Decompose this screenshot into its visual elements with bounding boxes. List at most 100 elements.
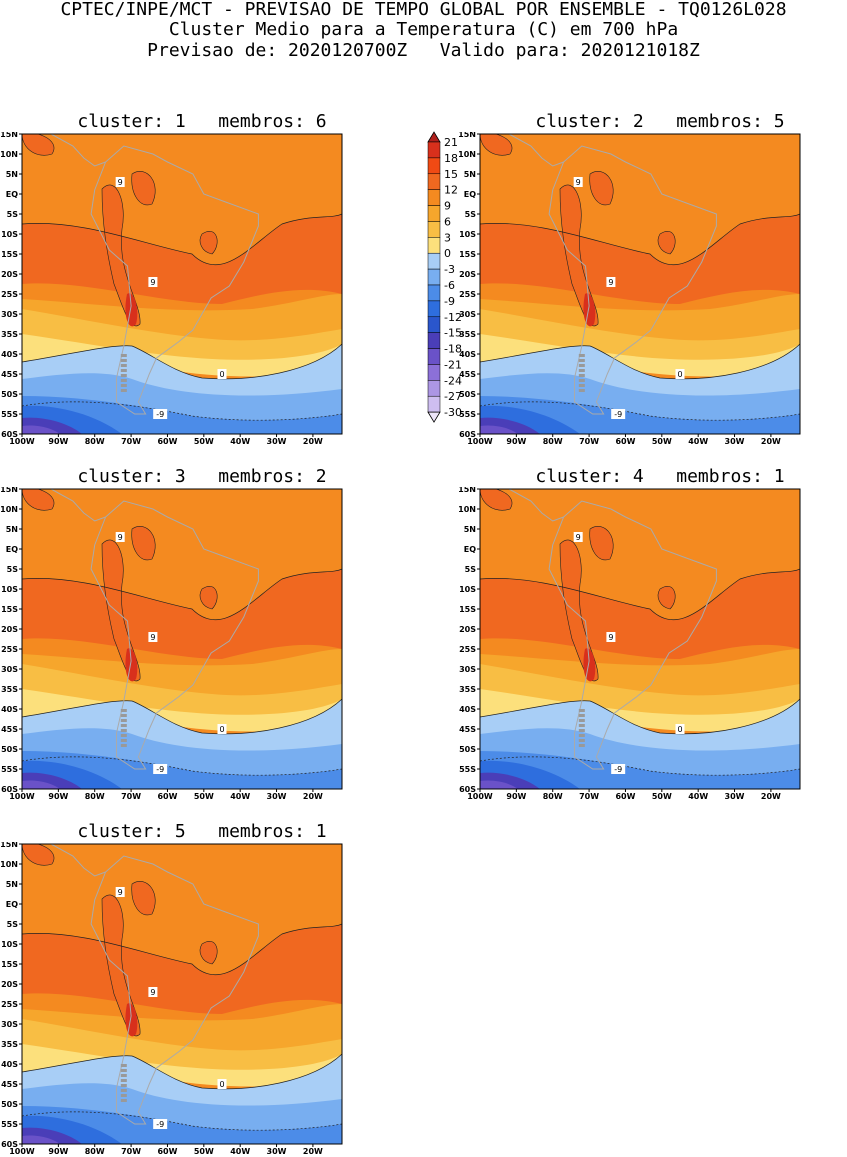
lon-tick-label: 80W: [85, 792, 105, 799]
colorbar-segment: [427, 395, 441, 413]
colorbar-segment: [427, 348, 441, 365]
lat-tick-label: 30S: [1, 665, 18, 674]
temperature-map: 9 9 0 -9 15N 10N 5N EQ 5S 10S 15S 20S 25S 30S 35S 40S 45…: [458, 132, 801, 444]
colorbar-label: -12: [444, 311, 462, 324]
lon-tick-label: 70W: [579, 437, 599, 444]
contour-label: 9: [148, 277, 158, 287]
svg-text:-9: -9: [156, 1120, 164, 1129]
lon-tick-label: 40W: [688, 437, 708, 444]
temperature-map: 9 9 0 -9 15N 10N 5N EQ 5S 10S 15S 20S 25S 30S 35S 40S 45…: [0, 487, 343, 799]
lat-tick-label: 15N: [458, 487, 476, 494]
colorbar-segment: [427, 221, 441, 238]
lat-tick-label: 45S: [1, 370, 18, 379]
lat-tick-label: 10S: [1, 940, 18, 949]
colorbar-label: -6: [444, 279, 455, 292]
lon-tick-label: 90W: [506, 792, 526, 799]
contour-label: 0: [217, 369, 227, 379]
colorbar-label: 6: [444, 215, 451, 228]
svg-text:9: 9: [576, 178, 581, 187]
lat-tick-label: 10S: [1, 230, 18, 239]
contour-label: 0: [217, 1079, 227, 1089]
lat-tick-label: 35S: [1, 330, 18, 339]
lat-tick-label: 50S: [1, 390, 18, 399]
lon-tick-label: 40W: [230, 1147, 250, 1154]
lon-tick-label: 70W: [579, 792, 599, 799]
header-subtitle: Cluster Medio para a Temperatura (C) em …: [168, 19, 679, 40]
panel-title: cluster: 2 membros: 5: [535, 111, 785, 132]
colorbar-label: -27: [444, 390, 462, 403]
colorbar-segment: [427, 157, 441, 175]
panel-title: cluster: 5 membros: 1: [77, 821, 327, 842]
lat-tick-label: 30S: [1, 1020, 18, 1029]
lat-tick-label: 15S: [1, 960, 18, 969]
svg-text:9: 9: [118, 178, 123, 187]
lat-tick-label: 20S: [459, 625, 476, 634]
lat-tick-label: 5S: [7, 565, 19, 574]
lat-tick-label: 10S: [1, 585, 18, 594]
svg-text:9: 9: [576, 533, 581, 542]
lon-tick-label: 100W: [9, 792, 35, 799]
lon-tick-label: 30W: [267, 437, 287, 444]
lat-tick-label: 45S: [1, 1080, 18, 1089]
map-panel-1: cluster: 1 membros: 6 9 9 0 -9 15N 10N 5N EQ 5S 10…: [0, 112, 343, 444]
lat-tick-label: 5N: [6, 170, 18, 179]
lon-tick-label: 60W: [157, 437, 177, 444]
svg-text:-9: -9: [156, 410, 164, 419]
contour-label: -9: [153, 764, 168, 774]
contour-label: 0: [675, 724, 685, 734]
lat-tick-label: 35S: [1, 1040, 18, 1049]
lat-tick-label: 35S: [1, 685, 18, 694]
lat-tick-label: 40S: [459, 350, 476, 359]
lon-tick-label: 50W: [194, 437, 214, 444]
lon-tick-label: 80W: [543, 437, 563, 444]
lat-tick-label: 45S: [459, 370, 476, 379]
panel-title: cluster: 3 membros: 2: [77, 466, 327, 487]
lat-tick-label: 30S: [459, 665, 476, 674]
lon-tick-label: 70W: [121, 437, 141, 444]
lat-tick-label: 25S: [459, 645, 476, 654]
lat-tick-label: 10N: [458, 505, 476, 514]
contour-label: 9: [115, 532, 125, 542]
colorbar-label: 18: [444, 152, 458, 165]
svg-text:9: 9: [118, 888, 123, 897]
colorbar-segment: [427, 364, 441, 381]
colorbar-segment: [427, 252, 441, 270]
colorbar-segment: [427, 268, 441, 286]
lat-tick-label: 50S: [1, 745, 18, 754]
colorbar-segment: [427, 300, 441, 318]
lat-tick-label: 25S: [1, 1000, 18, 1009]
colorbar-label: -15: [444, 327, 462, 340]
lat-tick-label: 30S: [459, 310, 476, 319]
lon-tick-label: 50W: [194, 792, 214, 799]
map-panel-2: cluster: 2 membros: 5 9 9 0 -9 15N 10N 5N EQ 5S 10…: [458, 112, 801, 444]
lat-tick-label: 50S: [1, 1100, 18, 1109]
lat-tick-label: EQ: [6, 900, 18, 909]
svg-text:0: 0: [219, 370, 224, 379]
lat-tick-label: 20S: [1, 625, 18, 634]
lat-tick-label: 15N: [0, 487, 18, 494]
lat-tick-label: 10S: [459, 230, 476, 239]
temperature-map: 9 9 0 -9 15N 10N 5N EQ 5S 10S 15S 20S 25S 30S 35S 40S 45…: [0, 842, 343, 1154]
lat-tick-label: 35S: [459, 330, 476, 339]
colorbar-label: -9: [444, 295, 455, 308]
lat-tick-label: 5N: [6, 525, 18, 534]
colorbar-segment: [427, 316, 441, 333]
lat-tick-label: 40S: [1, 350, 18, 359]
lon-tick-label: 50W: [194, 1147, 214, 1154]
svg-text:9: 9: [608, 278, 613, 287]
svg-text:9: 9: [118, 533, 123, 542]
colorbar-segment: [427, 380, 441, 397]
lat-tick-label: 20S: [1, 980, 18, 989]
contour-label: 9: [148, 987, 158, 997]
lat-tick-label: 15S: [459, 250, 476, 259]
lat-tick-label: 45S: [1, 725, 18, 734]
lat-tick-label: 5S: [7, 210, 19, 219]
panel-title: cluster: 4 membros: 1: [535, 466, 785, 487]
contour-label: 9: [115, 177, 125, 187]
lat-tick-label: 60S: [459, 430, 476, 439]
colorbar-label: 0: [444, 247, 451, 260]
contour-label: 9: [148, 632, 158, 642]
lat-tick-label: EQ: [464, 190, 476, 199]
lat-tick-label: 5S: [7, 920, 19, 929]
lon-tick-label: 90W: [48, 1147, 68, 1154]
